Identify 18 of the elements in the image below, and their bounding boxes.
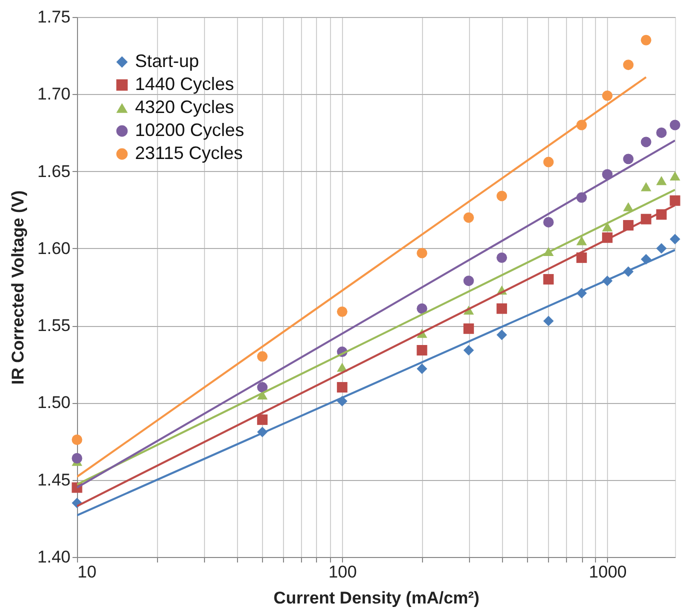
y-tick-label: 1.75: [37, 8, 70, 26]
x-axis-title: Current Density (mA/cm²): [274, 588, 480, 608]
y-tick-label: 1.50: [37, 393, 70, 412]
legend-label: Start-up: [135, 51, 200, 71]
x-tick-label: 100: [328, 562, 357, 582]
y-axis-title: IR Corrected Voltage (V): [8, 190, 28, 385]
legend-label: 23115 Cycles: [135, 143, 243, 163]
y-tick-label: 1.60: [37, 238, 70, 258]
y-tick-label: 1.55: [37, 316, 70, 336]
y-tick-label: 1.65: [37, 162, 70, 181]
legend-label: 1440 Cycles: [135, 74, 234, 94]
y-tick-label: 1.70: [37, 84, 70, 104]
y-tick-label: 1.45: [37, 470, 70, 490]
y-tick-label: 1.40: [37, 548, 70, 566]
x-tick-label: 1000: [588, 562, 627, 582]
x-tick-label: 10: [78, 562, 96, 582]
legend-label: 10200 Cycles: [135, 120, 244, 140]
legend-label: 4320 Cycles: [135, 97, 234, 117]
